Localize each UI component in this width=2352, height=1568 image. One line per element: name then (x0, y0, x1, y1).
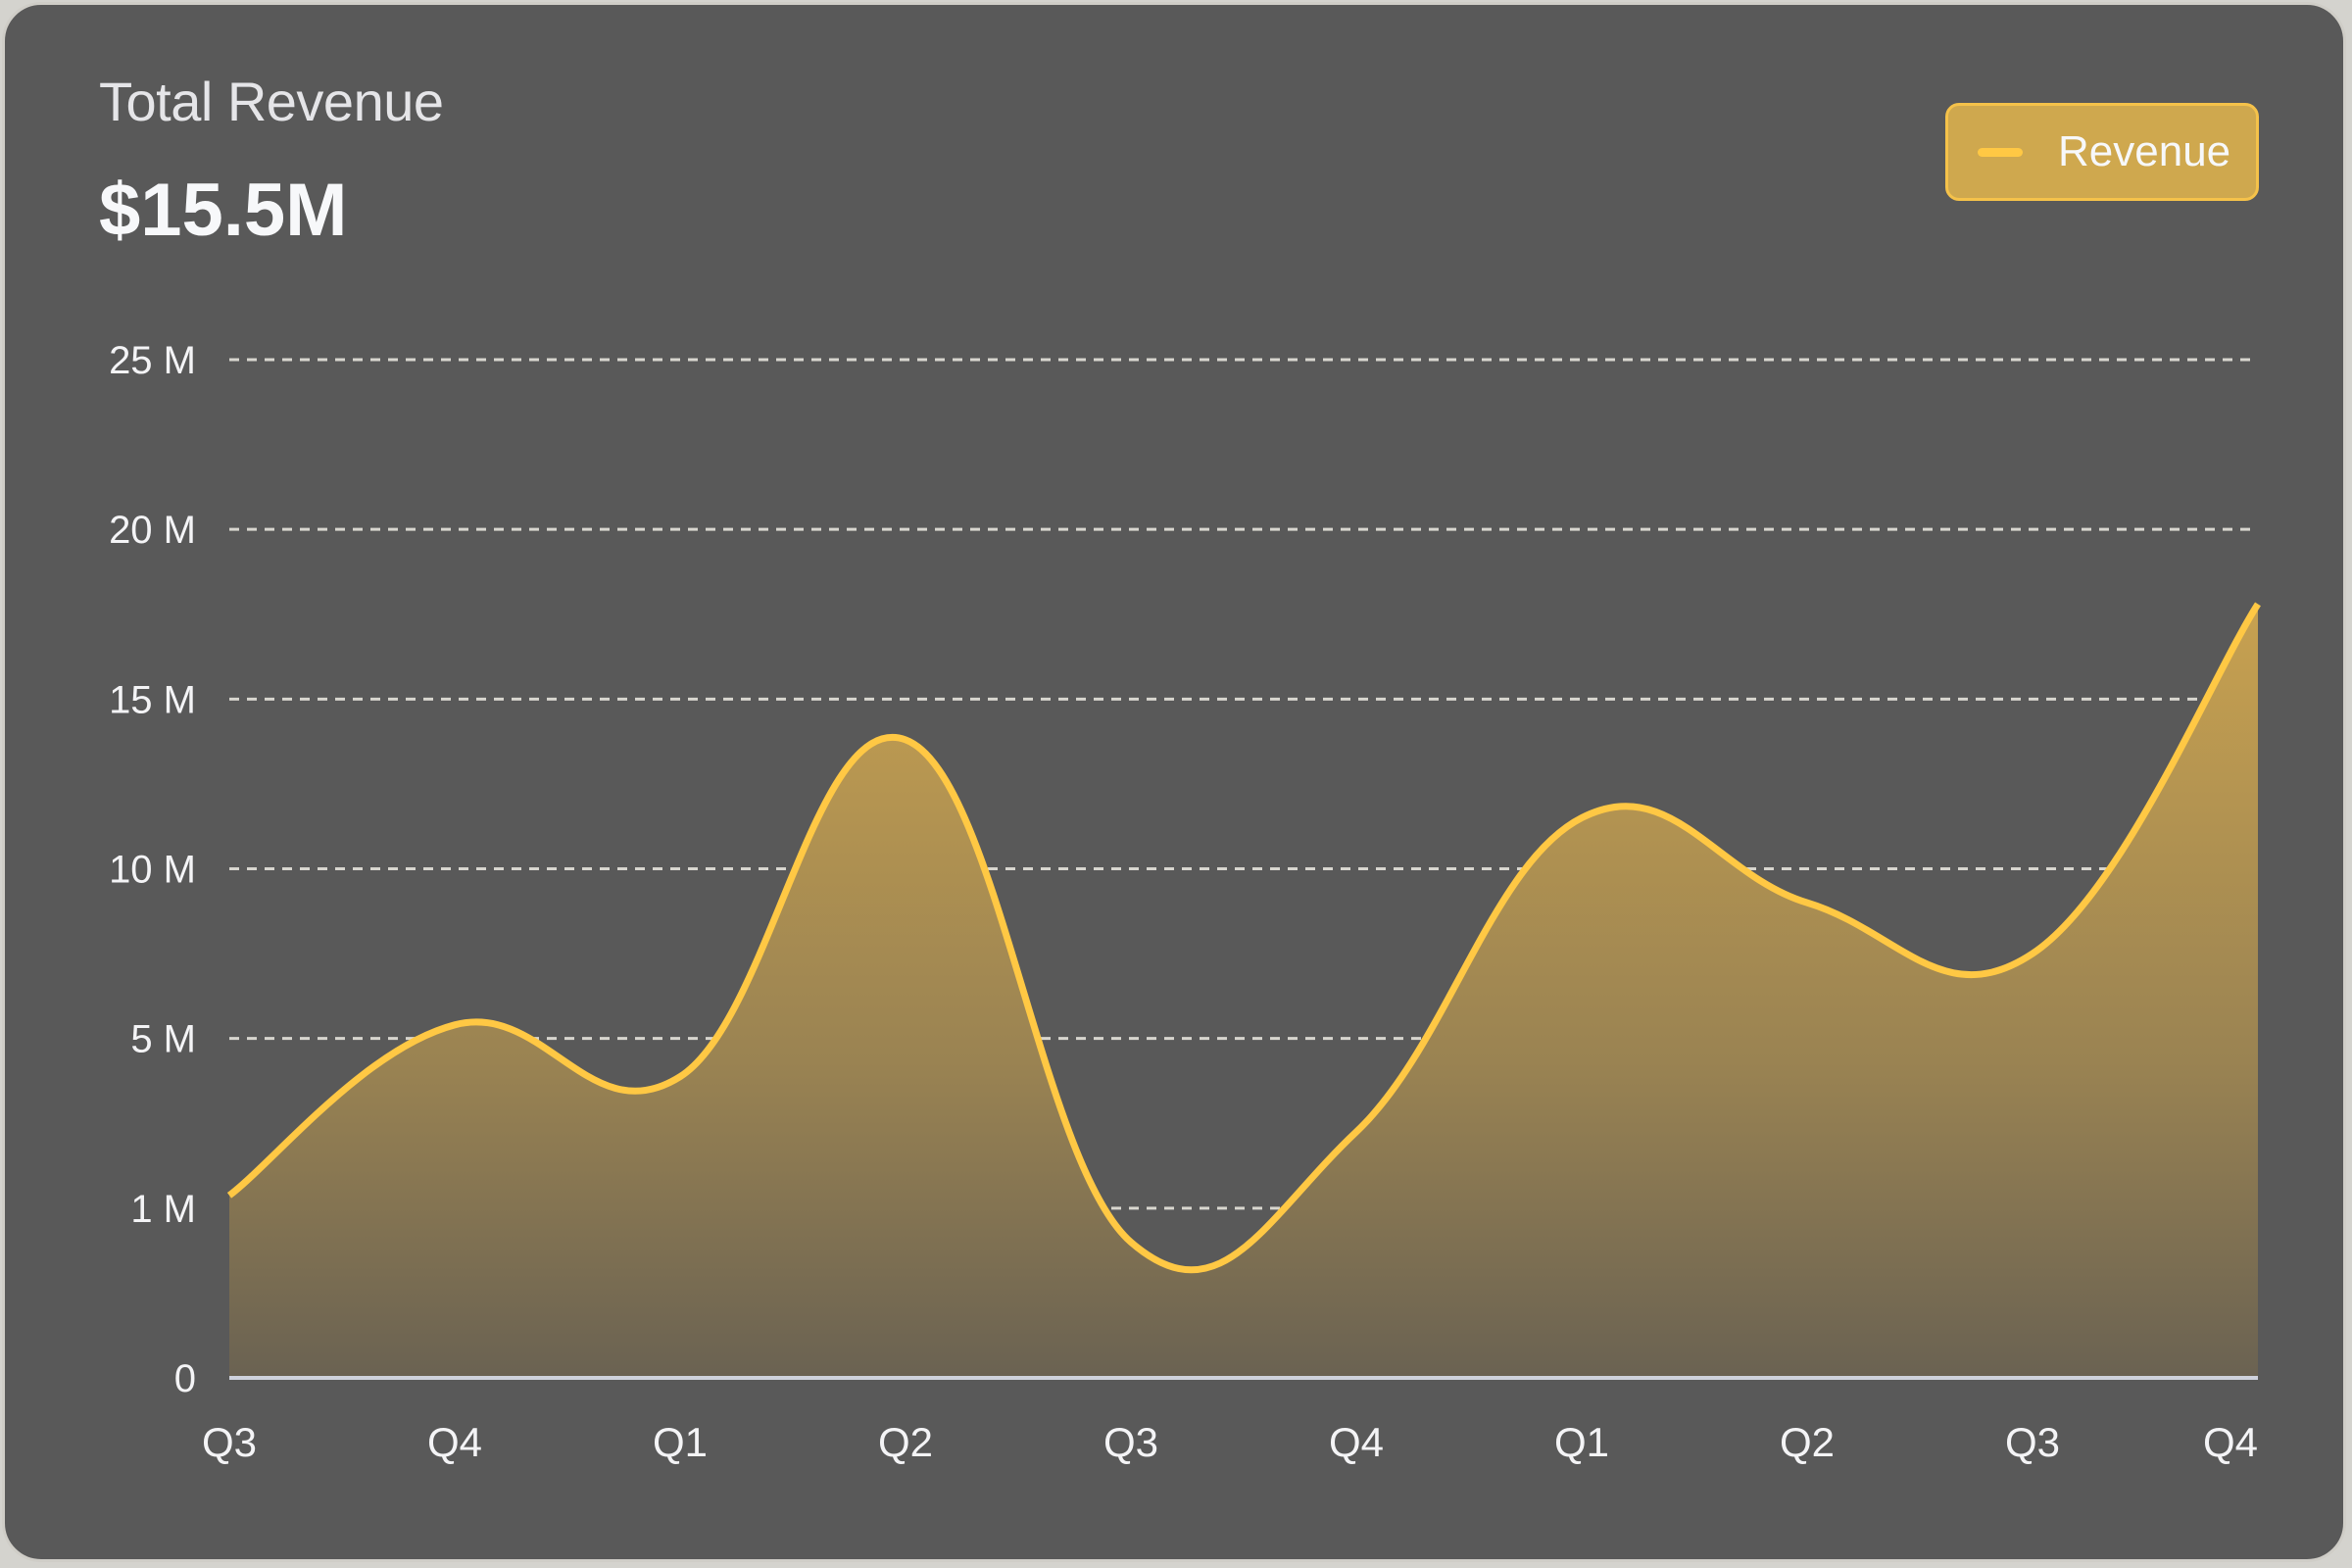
x-tick-label: Q4 (427, 1419, 482, 1465)
y-tick-label: 0 (174, 1357, 196, 1400)
y-axis: 0 1 M 5 M 10 M 15 M 20 M 25 M (109, 339, 196, 1400)
y-tick-label: 5 M (130, 1018, 196, 1061)
x-axis: Q3 Q4 Q1 Q2 Q3 Q4 Q1 Q2 Q3 Q4 (202, 1419, 2258, 1465)
y-tick-label: 20 M (109, 509, 196, 552)
x-tick-label: Q1 (1554, 1419, 1609, 1465)
x-tick-label: Q2 (878, 1419, 933, 1465)
y-tick-label: 10 M (109, 849, 196, 892)
x-tick-label: Q1 (653, 1419, 708, 1465)
legend-line-icon (1978, 147, 2023, 157)
x-tick-label: Q3 (2005, 1419, 2060, 1465)
y-tick-label: 1 M (130, 1188, 196, 1231)
y-tick-label: 25 M (109, 339, 196, 382)
x-tick-label: Q4 (2203, 1419, 2258, 1465)
x-tick-label: Q2 (1780, 1419, 1835, 1465)
x-tick-label: Q3 (1103, 1419, 1158, 1465)
x-tick-label: Q3 (202, 1419, 257, 1465)
total-value: $15.5M (99, 169, 348, 252)
legend-label: Revenue (2058, 127, 2231, 175)
legend-revenue[interactable]: Revenue (1945, 103, 2259, 201)
revenue-area (229, 604, 2258, 1378)
y-tick-label: 15 M (109, 678, 196, 721)
x-tick-label: Q4 (1329, 1419, 1384, 1465)
card-title: Total Revenue (99, 71, 444, 132)
revenue-line[interactable] (226, 602, 2261, 1274)
